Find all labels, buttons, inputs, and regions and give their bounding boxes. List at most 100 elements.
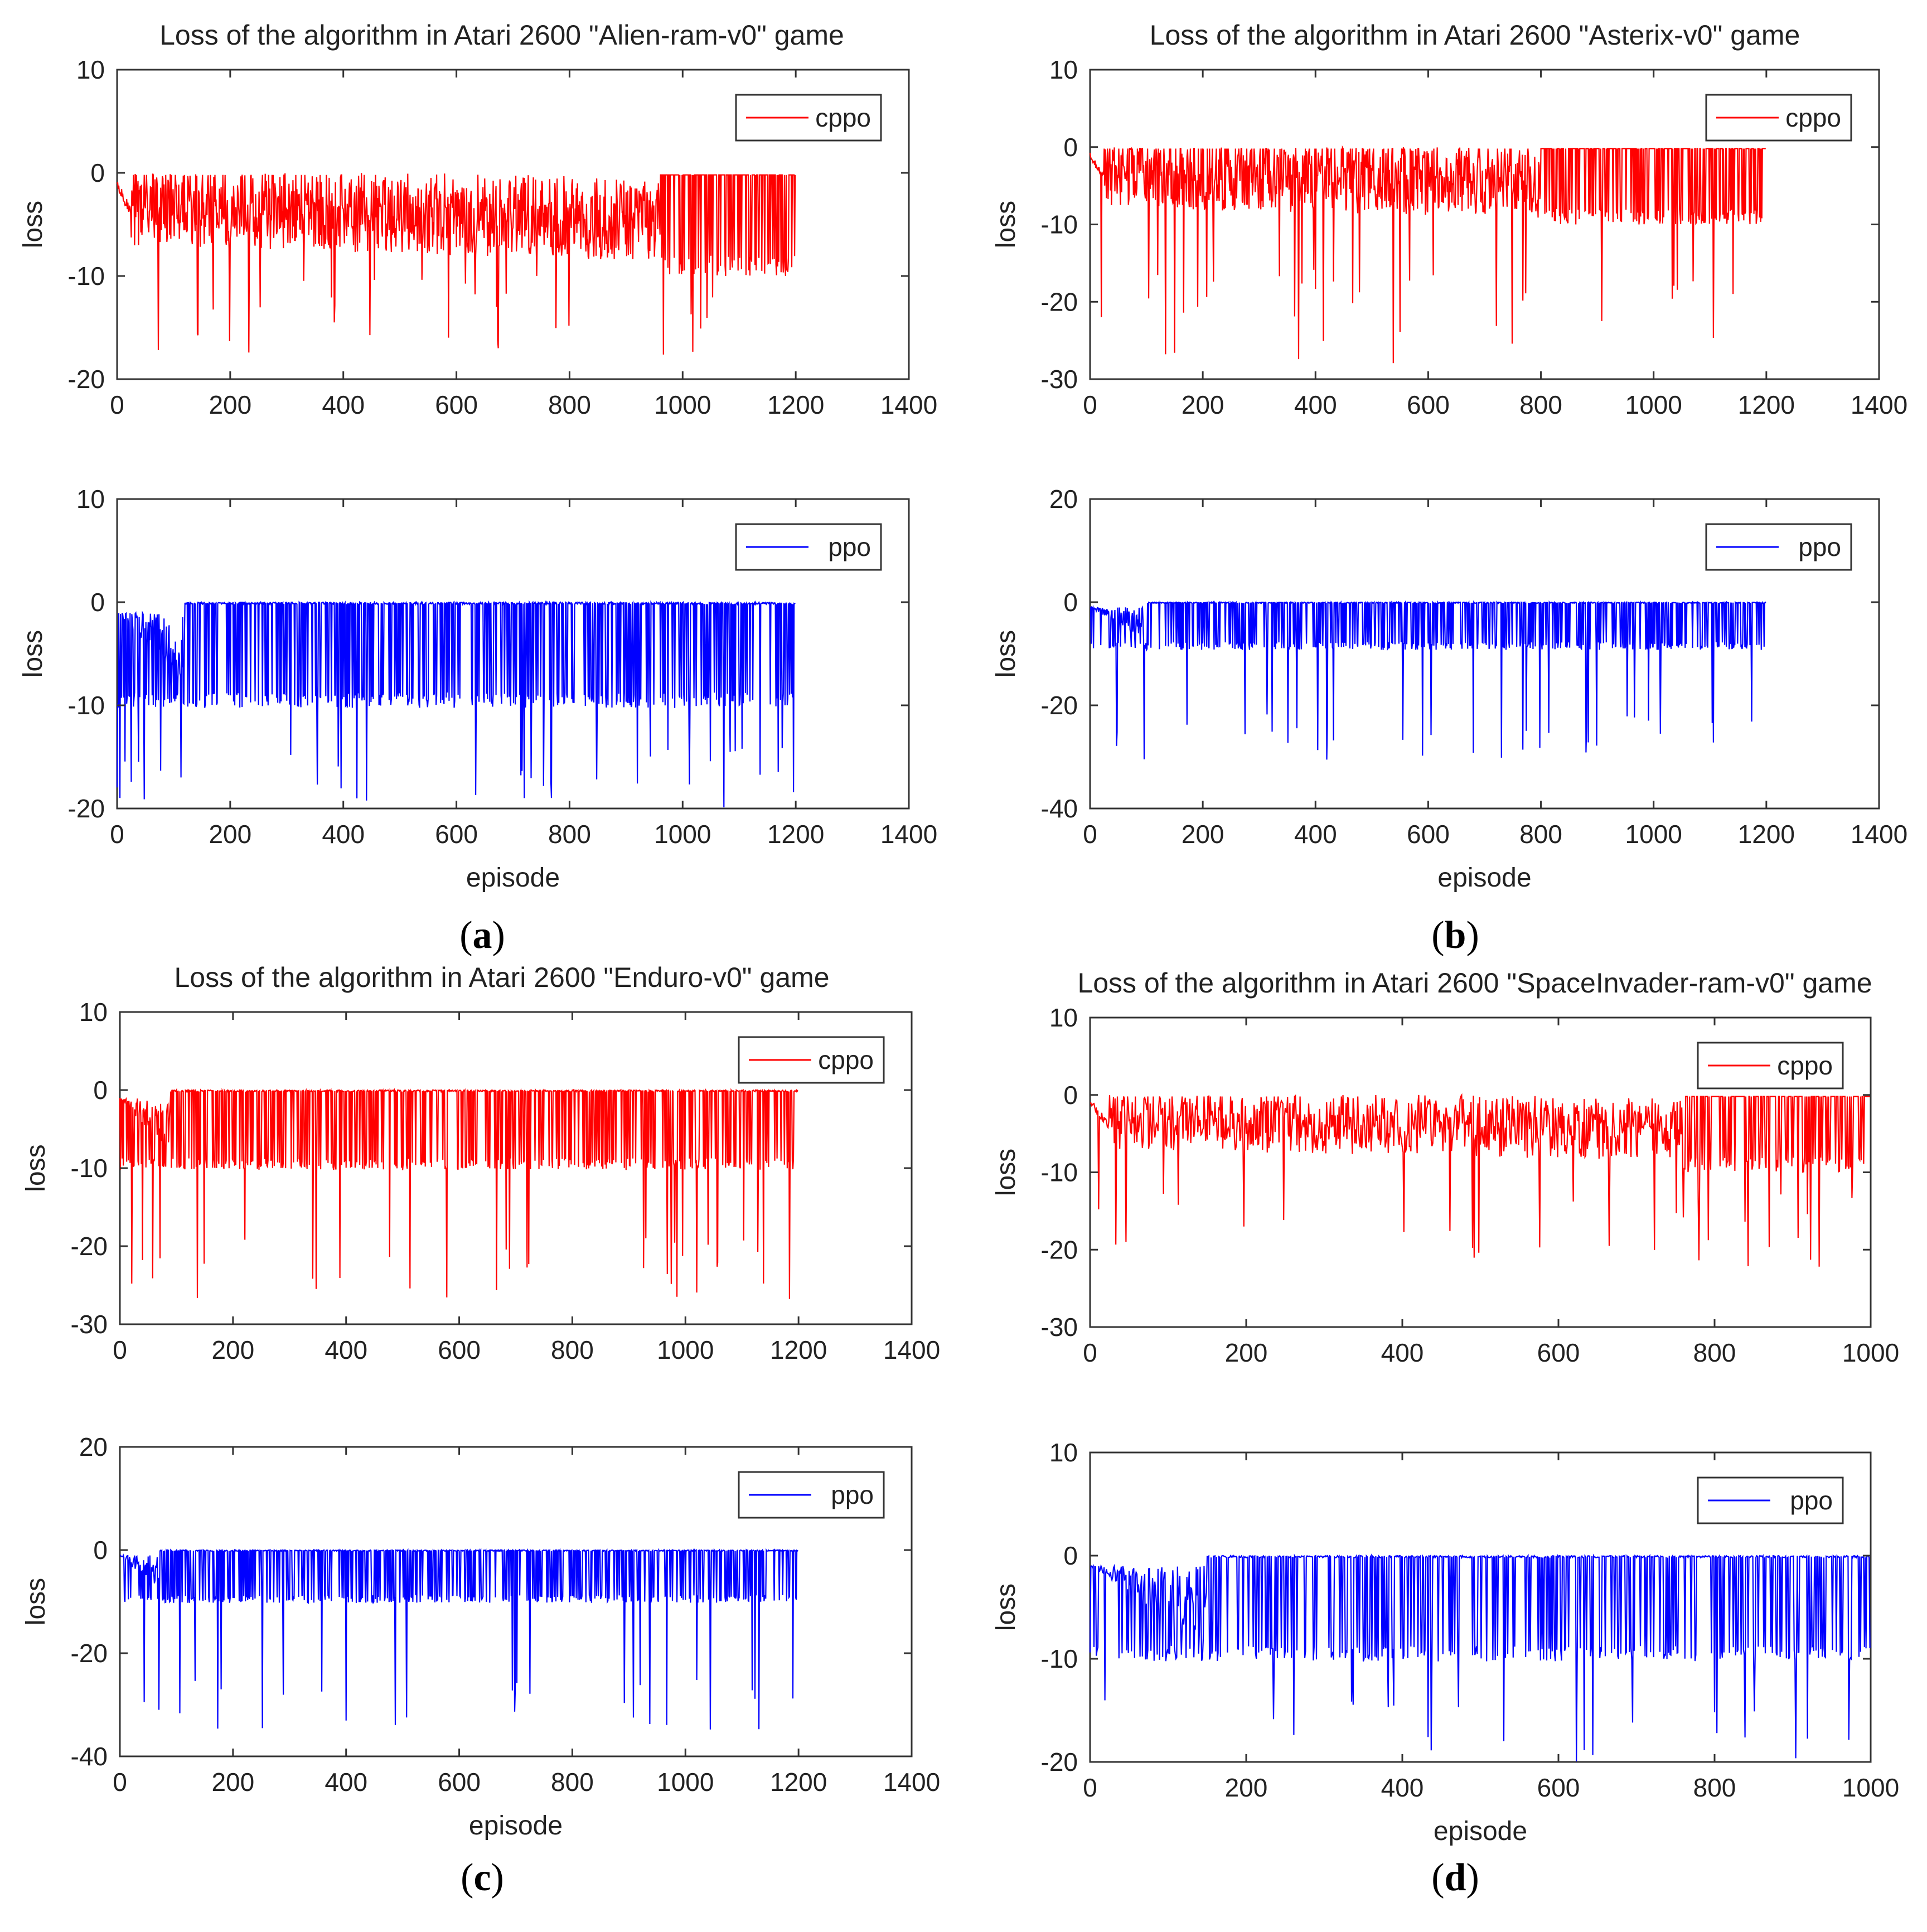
x-tick-label: 200	[1182, 820, 1224, 849]
y-tick-label: -20	[68, 794, 105, 823]
x-tick-label: 400	[1381, 1773, 1424, 1802]
x-tick-label: 600	[438, 1335, 481, 1364]
subplot-cppo: 0 200 400 600 800 1000 1200 1400 -30 -20 -10 0 10 los…	[21, 998, 940, 1364]
legend: ppo	[738, 1471, 885, 1519]
y-tick-label: 10	[1049, 1003, 1078, 1032]
y-tick-label: 0	[90, 588, 105, 617]
series-line-cppo	[116, 173, 796, 355]
chart-title: Loss of the algorithm in Atari 2600 "End…	[174, 962, 829, 993]
legend: cppo	[1697, 1042, 1844, 1090]
x-tick-label: 800	[548, 390, 591, 419]
caption-close: )	[1466, 914, 1479, 957]
x-tick-label: 1000	[1625, 820, 1682, 849]
x-tick-label: 800	[548, 820, 591, 849]
x-tick-label: 1400	[1851, 390, 1907, 419]
x-tick-label: 200	[1225, 1338, 1268, 1367]
x-tick-label: 200	[211, 1768, 254, 1797]
x-tick-label: 0	[113, 1768, 127, 1797]
x-tick-label: 1200	[770, 1768, 827, 1797]
x-tick-label: 1400	[883, 1768, 940, 1797]
series-line-cppo	[119, 1088, 798, 1299]
x-tick-label: 200	[1182, 390, 1224, 419]
caption-open: (	[1431, 1856, 1444, 1899]
y-axis-label: loss	[21, 1144, 51, 1192]
y-tick-label: -10	[1041, 1644, 1078, 1673]
y-tick-label: 0	[93, 1536, 108, 1565]
legend-label: ppo	[828, 532, 871, 561]
y-tick-label: 0	[1063, 1541, 1078, 1570]
y-axis-label: loss	[991, 1584, 1021, 1631]
x-tick-label: 0	[110, 390, 124, 419]
y-tick-label: -20	[1041, 1747, 1078, 1776]
y-tick-label: 0	[90, 158, 105, 187]
y-axis-label: loss	[21, 1578, 51, 1625]
subplot-ppo: 0 200 400 600 800 1000 -20 -10 0 10 loss episode ppo	[991, 1438, 1899, 1846]
series-line-ppo	[116, 600, 796, 808]
caption-open: (	[459, 914, 472, 957]
y-axis-label: loss	[991, 201, 1021, 248]
x-tick-label: 400	[325, 1335, 367, 1364]
x-axis-label: episode	[466, 863, 560, 893]
legend-label: cppo	[818, 1045, 874, 1074]
x-tick-label: 600	[1537, 1773, 1580, 1802]
y-tick-label: -10	[1041, 1158, 1078, 1187]
x-tick-label: 400	[1294, 820, 1337, 849]
y-tick-label: -10	[68, 691, 105, 720]
y-tick-label: 0	[93, 1076, 108, 1105]
x-tick-label: 600	[1537, 1338, 1580, 1367]
x-tick-label: 800	[551, 1768, 594, 1797]
y-tick-label: -20	[1041, 691, 1078, 720]
x-tick-label: 1400	[880, 820, 937, 849]
series-line-ppo	[119, 1548, 798, 1730]
legend: ppo	[735, 523, 882, 571]
panel-a: Loss of the algorithm in Atari 2600 "Ali…	[18, 20, 937, 957]
y-tick-label: 0	[1063, 588, 1078, 617]
subplot-cppo: 0 200 400 600 800 1000 1200 1400 -30 -20 -10 0 10 los…	[991, 55, 1907, 419]
y-tick-label: 20	[1049, 485, 1078, 514]
x-tick-label: 800	[1693, 1773, 1736, 1802]
x-tick-label: 1000	[657, 1768, 714, 1797]
subplot-ppo: 0 200 400 600 800 1000 1200 1400 -40 -20 0 20 loss ep…	[991, 485, 1907, 893]
y-tick-label: 0	[1063, 133, 1078, 162]
y-tick-label: -10	[68, 262, 105, 290]
x-tick-label: 800	[1693, 1338, 1736, 1367]
caption-letter: d	[1445, 1856, 1466, 1899]
x-tick-label: 200	[209, 820, 251, 849]
x-tick-label: 1200	[1738, 820, 1795, 849]
legend-label: cppo	[815, 103, 871, 132]
x-tick-label: 1000	[657, 1335, 714, 1364]
y-tick-label: -20	[1041, 287, 1078, 316]
series-line-ppo	[1090, 600, 1766, 760]
y-tick-label: 10	[76, 485, 105, 514]
y-axis-label: loss	[991, 1149, 1021, 1196]
panel-caption: (b)	[1431, 914, 1479, 957]
y-tick-label: -20	[71, 1639, 108, 1668]
x-tick-label: 200	[211, 1335, 254, 1364]
x-tick-label: 600	[435, 390, 478, 419]
y-tick-label: -40	[1041, 794, 1078, 823]
y-tick-label: -30	[1041, 1313, 1078, 1342]
y-tick-label: -30	[71, 1310, 108, 1339]
y-axis-label: loss	[991, 630, 1021, 677]
x-tick-label: 800	[1519, 820, 1562, 849]
x-tick-label: 0	[1083, 1338, 1097, 1367]
y-tick-label: 10	[79, 998, 108, 1026]
x-tick-label: 200	[1225, 1773, 1268, 1802]
subplot-cppo: 0 200 400 600 800 1000 1200 1400 -20 -10 0 10 loss cp…	[18, 55, 937, 419]
x-tick-label: 1200	[767, 390, 824, 419]
y-tick-label: 10	[1049, 1438, 1078, 1467]
caption-letter: a	[473, 914, 492, 957]
y-tick-label: 0	[1063, 1081, 1078, 1110]
legend: ppo	[1697, 1476, 1844, 1524]
y-tick-label: 10	[1049, 55, 1078, 84]
x-tick-label: 0	[1083, 1773, 1097, 1802]
x-tick-label: 600	[438, 1768, 481, 1797]
x-tick-label: 1000	[1842, 1773, 1899, 1802]
x-tick-label: 1000	[1842, 1338, 1899, 1367]
legend-label: cppo	[1785, 103, 1841, 132]
y-tick-label: -40	[71, 1742, 108, 1771]
y-axis-label: loss	[18, 630, 48, 677]
x-tick-label: 400	[1294, 390, 1337, 419]
y-tick-label: 10	[76, 55, 105, 84]
